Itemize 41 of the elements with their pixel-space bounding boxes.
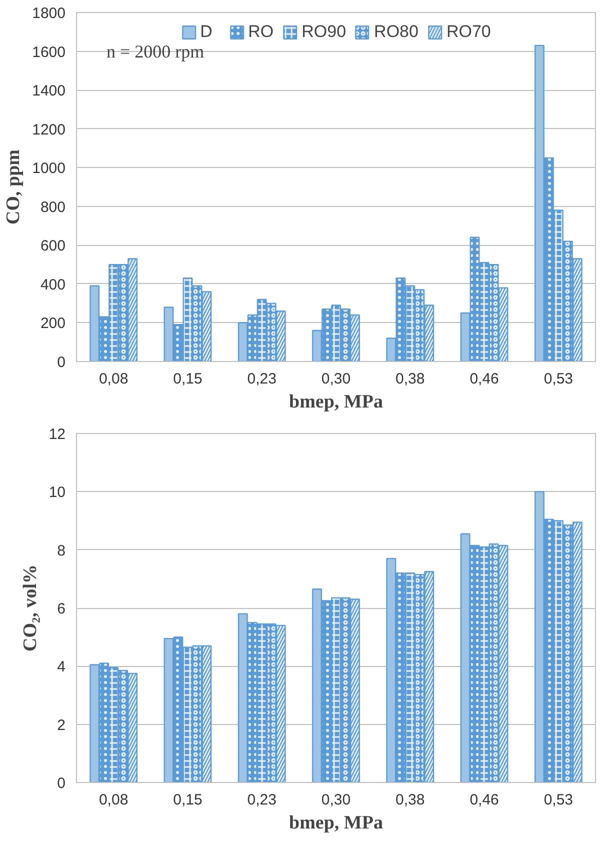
x-tick-label: 0,53 (544, 370, 574, 388)
x-axis-title: bmep, MPa (289, 812, 384, 834)
y-tick-label: 12 (48, 426, 66, 443)
y-tick-label: 1600 (32, 44, 66, 61)
x-tick-label: 0,15 (173, 792, 202, 808)
x-tick-label: 0,53 (544, 792, 574, 808)
x-tick-label: 0,30 (321, 792, 351, 808)
annotation: n = 2000 rpm (106, 42, 204, 62)
y-tick-label: 200 (40, 315, 66, 332)
y-tick-label: 1200 (32, 121, 66, 138)
legend-label: RO70 (446, 22, 491, 42)
y-axis-title: CO₂, vol% (20, 564, 41, 652)
x-tick-label: 0,38 (396, 792, 425, 808)
y-tick-label: 1400 (32, 82, 66, 100)
y-tick-label: 6 (57, 600, 66, 618)
y-tick-label: 0 (57, 354, 66, 371)
y-tick-label: 2 (57, 716, 66, 734)
y-tick-label: 1000 (32, 160, 66, 178)
y-tick-label: 8 (57, 542, 66, 560)
x-tick-label: 0,23 (247, 370, 276, 388)
x-tick-label: 0,46 (470, 792, 499, 808)
legend-label: RO80 (374, 22, 418, 42)
y-tick-label: 10 (48, 484, 66, 502)
x-tick-label: 0,08 (98, 370, 128, 388)
y-tick-label: 600 (40, 238, 66, 255)
legend-label: RO (248, 22, 274, 42)
x-tick-label: 0,23 (247, 792, 276, 808)
y-tick-label: 1800 (32, 5, 66, 22)
y-axis-title: CO, ppm (3, 149, 24, 224)
y-tick-label: 4 (57, 658, 66, 676)
x-axis-title: bmep, MPa (289, 392, 384, 412)
x-tick-label: 0,30 (321, 370, 351, 388)
legend-label: D (200, 22, 214, 42)
y-tick-label: 800 (40, 198, 66, 216)
y-tick-label: 400 (40, 276, 66, 294)
x-tick-label: 0,38 (396, 370, 425, 388)
x-tick-label: 0,46 (470, 370, 499, 388)
x-tick-label: 0,15 (173, 370, 202, 388)
x-tick-label: 0,08 (98, 792, 128, 808)
y-tick-label: 0 (57, 775, 66, 792)
legend-label: RO90 (302, 22, 346, 42)
